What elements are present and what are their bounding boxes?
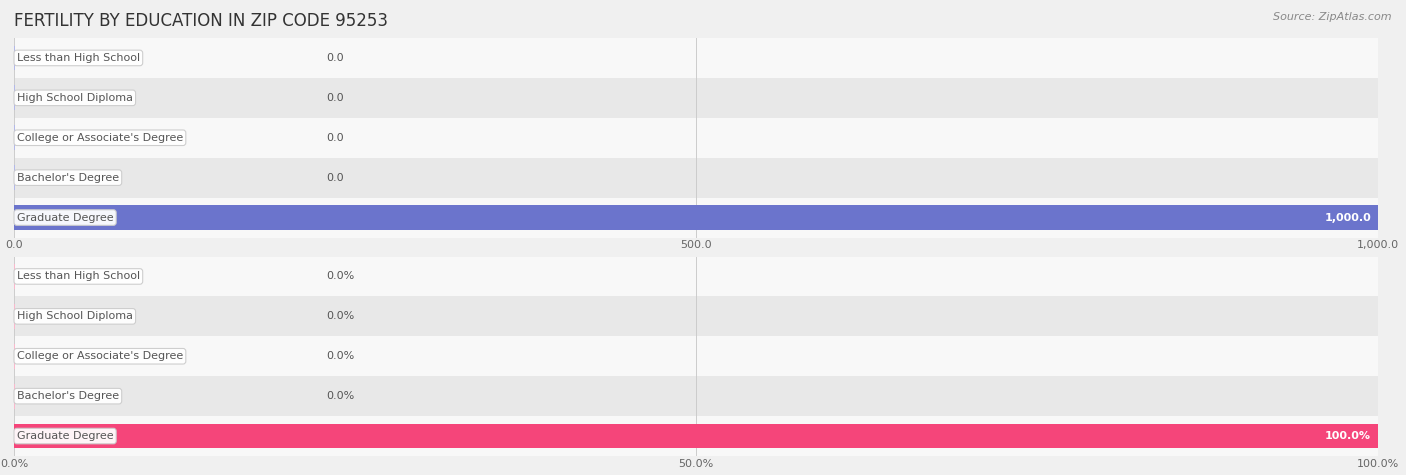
Bar: [14, 336, 1378, 376]
Bar: [14, 118, 1378, 158]
Text: 0.0%: 0.0%: [326, 391, 354, 401]
Text: FERTILITY BY EDUCATION IN ZIP CODE 95253: FERTILITY BY EDUCATION IN ZIP CODE 95253: [14, 12, 388, 30]
Text: Source: ZipAtlas.com: Source: ZipAtlas.com: [1274, 12, 1392, 22]
Bar: [14, 78, 1378, 118]
Text: 0.0: 0.0: [326, 133, 344, 143]
Text: 0.0%: 0.0%: [326, 351, 354, 361]
Bar: [14, 376, 1378, 416]
Text: 0.0: 0.0: [326, 93, 344, 103]
Text: Less than High School: Less than High School: [17, 53, 141, 63]
Bar: [14, 256, 1378, 296]
Text: 1,000.0: 1,000.0: [1324, 212, 1371, 223]
Text: 0.0%: 0.0%: [326, 311, 354, 322]
Text: 0.0%: 0.0%: [326, 271, 354, 282]
Bar: [14, 416, 1378, 456]
Text: High School Diploma: High School Diploma: [17, 311, 132, 322]
Bar: [14, 296, 1378, 336]
Text: Bachelor's Degree: Bachelor's Degree: [17, 172, 120, 183]
Text: College or Associate's Degree: College or Associate's Degree: [17, 133, 183, 143]
Text: 100.0%: 100.0%: [1324, 431, 1371, 441]
Text: 0.0: 0.0: [326, 172, 344, 183]
Bar: [14, 158, 1378, 198]
Bar: [14, 38, 1378, 78]
Text: High School Diploma: High School Diploma: [17, 93, 132, 103]
Text: Graduate Degree: Graduate Degree: [17, 212, 114, 223]
Bar: [14, 205, 1378, 230]
Text: Graduate Degree: Graduate Degree: [17, 431, 114, 441]
Text: Less than High School: Less than High School: [17, 271, 141, 282]
Bar: [14, 424, 1378, 448]
Bar: [14, 198, 1378, 238]
Text: Bachelor's Degree: Bachelor's Degree: [17, 391, 120, 401]
Text: 0.0: 0.0: [326, 53, 344, 63]
Text: College or Associate's Degree: College or Associate's Degree: [17, 351, 183, 361]
